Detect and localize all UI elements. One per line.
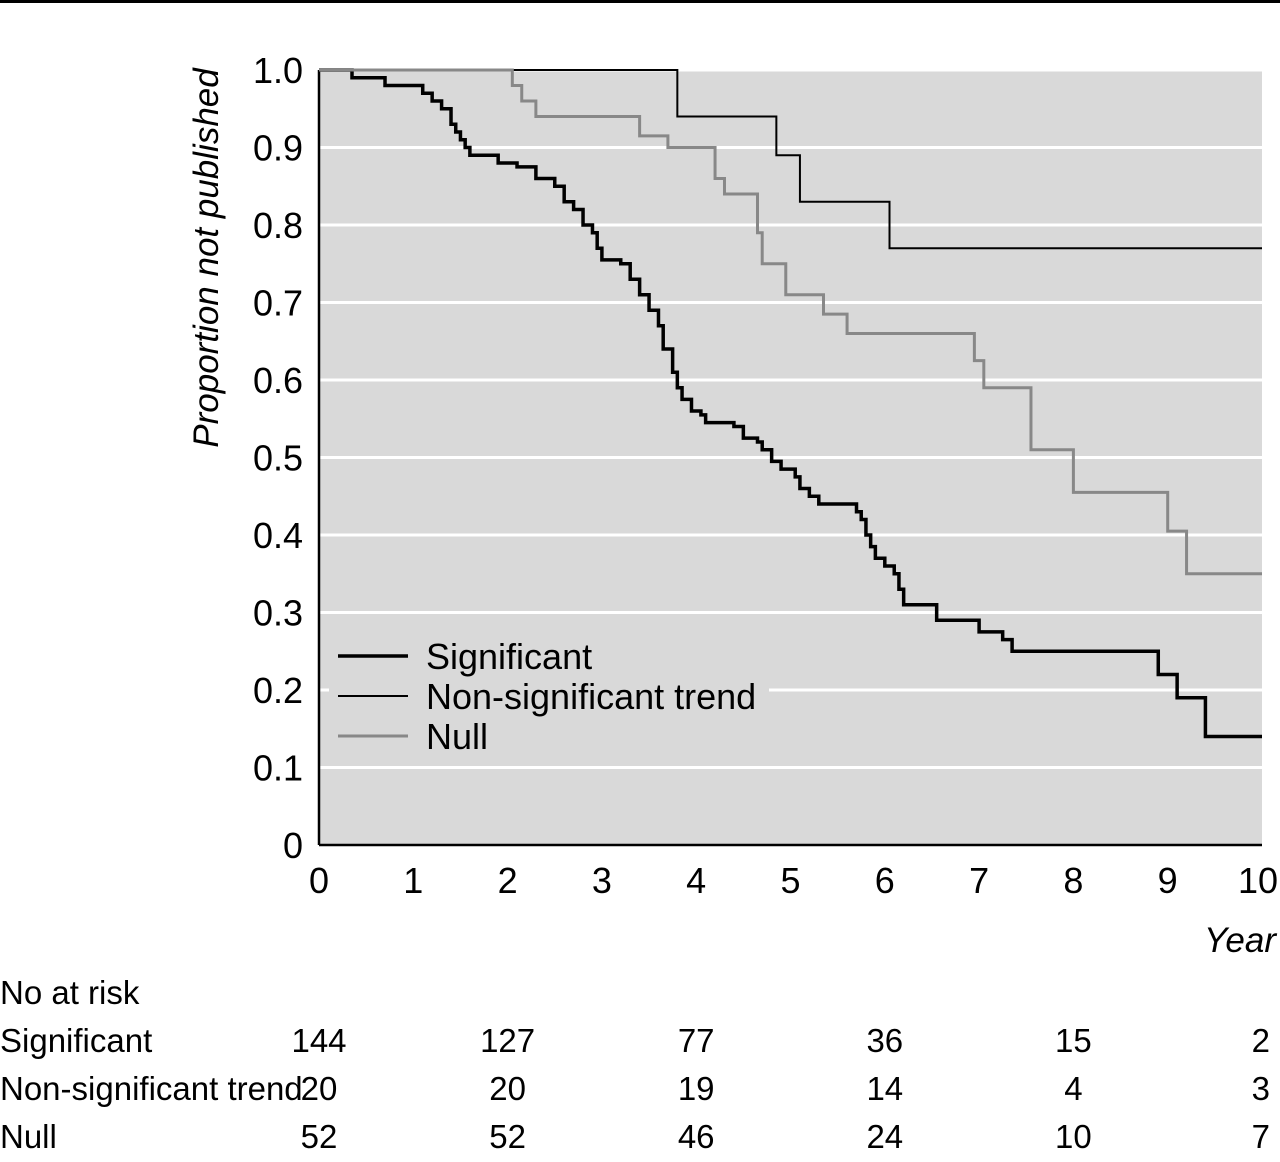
risk-value: 20 xyxy=(489,1070,526,1107)
risk-value: 19 xyxy=(677,1070,715,1107)
x-tick-label: 7 xyxy=(969,860,989,901)
risk-value: 77 xyxy=(677,1022,715,1059)
risk-value: 2 xyxy=(1251,1022,1270,1059)
y-tick-label: 0.7 xyxy=(253,283,303,324)
y-tick-label: 0.8 xyxy=(253,205,303,246)
risk-row-label: Null xyxy=(0,1118,57,1155)
x-tick-label: 9 xyxy=(1158,860,1178,901)
y-tick-label: 0.3 xyxy=(253,593,303,634)
series-line-null xyxy=(319,68,1262,576)
y-tick-label: 0.4 xyxy=(253,515,303,556)
risk-value: 14 xyxy=(866,1070,904,1107)
risk-value: 24 xyxy=(866,1118,904,1155)
risk-row: Significant 144 127 77 36 15 2 xyxy=(0,1022,1280,1066)
x-tick-label: 3 xyxy=(592,860,612,901)
y-tick-label: 0.9 xyxy=(253,128,303,169)
x-tick-label: 0 xyxy=(309,860,329,901)
series-lines xyxy=(319,68,1262,739)
series-line-non-significant-trend xyxy=(319,69,1262,250)
legend-label: Null xyxy=(426,716,488,757)
risk-value: 52 xyxy=(300,1118,338,1155)
x-tick-label: 10 xyxy=(1238,860,1278,901)
y-tick-label: 0.5 xyxy=(253,438,303,479)
x-tick-label: 8 xyxy=(1063,860,1083,901)
risk-value: 3 xyxy=(1251,1070,1270,1107)
risk-value: 7 xyxy=(1251,1118,1270,1155)
series-line-significant xyxy=(319,68,1262,739)
y-tick-label: 0 xyxy=(283,825,303,866)
risk-value: 144 xyxy=(291,1022,347,1059)
y-tick-label: 1.0 xyxy=(253,50,303,91)
risk-row-label: Non-significant trend xyxy=(0,1070,303,1107)
y-axis-label: Proportion not published xyxy=(187,67,226,448)
legend-label: Significant xyxy=(426,636,592,677)
risk-value: 4 xyxy=(1064,1070,1083,1107)
risk-value: 20 xyxy=(300,1070,338,1107)
risk-value: 52 xyxy=(489,1118,526,1155)
y-tick-label: 0.6 xyxy=(253,360,303,401)
risk-row: Non-significant trend 20 20 19 14 4 3 xyxy=(0,1070,1280,1114)
risk-value: 10 xyxy=(1055,1118,1092,1155)
top-border-line xyxy=(0,0,1280,3)
risk-value: 46 xyxy=(677,1118,715,1155)
x-tick-label: 5 xyxy=(780,860,800,901)
legend-label: Non-significant trend xyxy=(426,676,756,717)
x-tick-label: 4 xyxy=(686,860,706,901)
x-tick-label: 6 xyxy=(875,860,895,901)
x-axis-label: Year xyxy=(1204,921,1277,960)
risk-table-title: No at risk xyxy=(0,974,140,1011)
x-tick-label: 2 xyxy=(498,860,518,901)
tick-labels: 0 1 2 3 4 5 6 7 8 9 10 0 0.1 0.2 0.3 0.4 0.5 0.6 0.7 0.8 0.9… xyxy=(253,50,1278,901)
y-tick-label: 0.2 xyxy=(253,670,303,711)
risk-row: Null 52 52 46 24 10 7 xyxy=(0,1118,1280,1162)
y-tick-label: 0.1 xyxy=(253,748,303,789)
risk-row-label: Significant xyxy=(0,1022,153,1059)
risk-value: 15 xyxy=(1055,1022,1092,1059)
x-tick-label: 1 xyxy=(403,860,423,901)
risk-value: 36 xyxy=(866,1022,904,1059)
axes xyxy=(317,70,1262,847)
risk-value: 127 xyxy=(480,1022,536,1059)
survival-chart: 0 1 2 3 4 5 6 7 8 9 10 0 0.1 0.2 0.3 0.4 0.5 0.6 0.7 0.8 0.9… xyxy=(187,50,1278,960)
